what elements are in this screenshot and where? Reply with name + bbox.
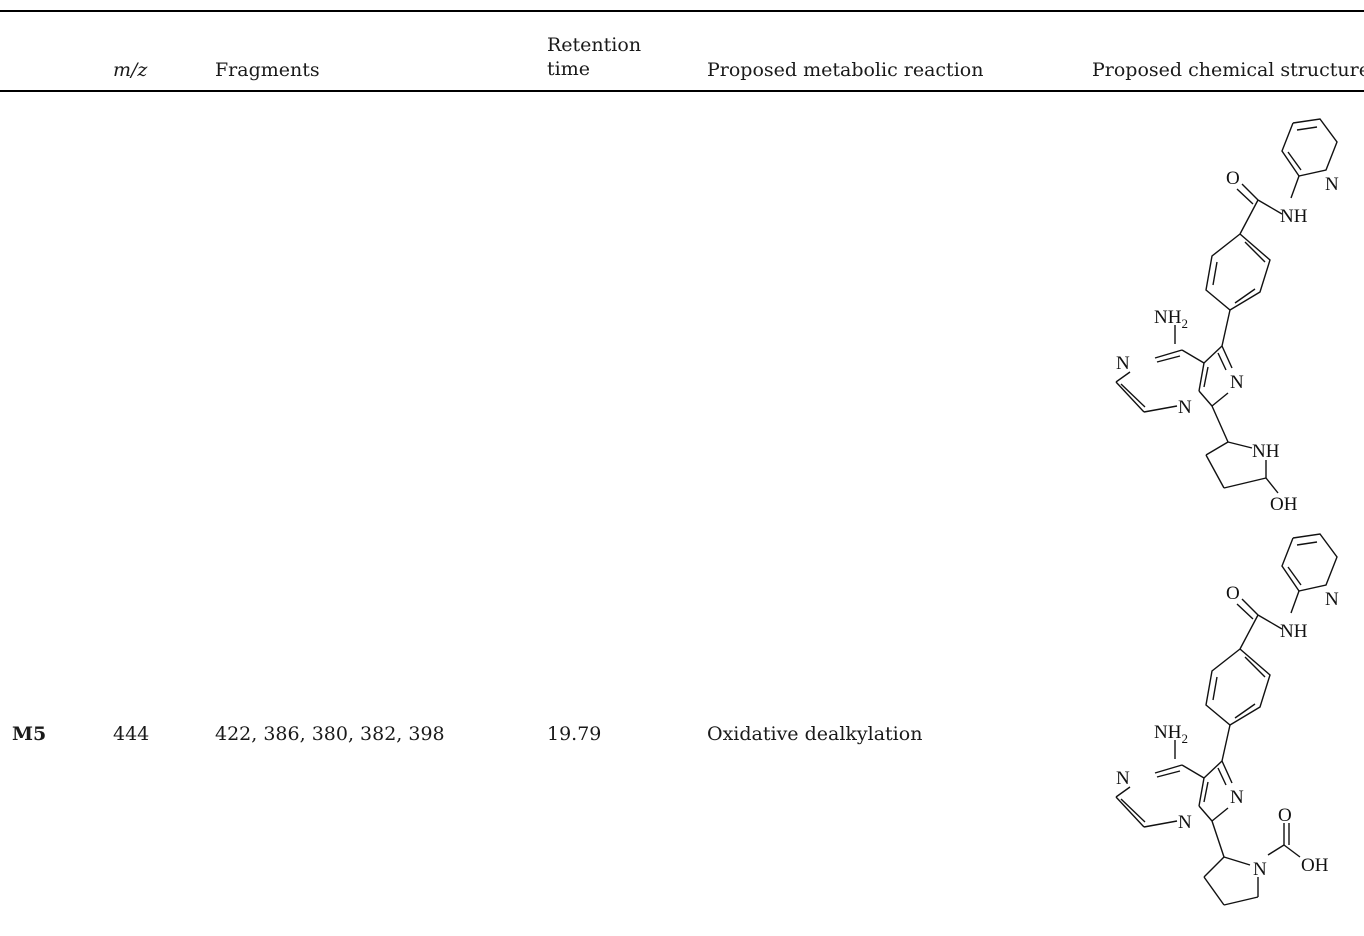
chemical-structure-1: N O NH NH2 N N N NH OH bbox=[1115, 118, 1339, 515]
atom-oh: OH bbox=[1270, 494, 1298, 515]
atom-oh: OH bbox=[1301, 855, 1329, 876]
atom-n-pyrazine: N bbox=[1116, 353, 1130, 374]
atom-n-fused: N bbox=[1178, 812, 1192, 833]
atom-o-carbonyl: O bbox=[1278, 805, 1292, 826]
row-m5-fragments: 422, 386, 380, 382, 398 bbox=[215, 723, 445, 745]
atom-n-pyrrolidine: N bbox=[1253, 859, 1267, 880]
header-reaction: Proposed metabolic reaction bbox=[707, 59, 984, 81]
atom-o-amide: O bbox=[1226, 583, 1240, 604]
table-top-rule bbox=[0, 10, 1364, 12]
header-mz: m/z bbox=[113, 59, 148, 81]
atom-nh-amide: NH bbox=[1280, 206, 1308, 227]
header-fragments: Fragments bbox=[215, 59, 320, 81]
atom-nh-pyrrolidine: NH bbox=[1252, 441, 1280, 462]
atom-nh2-subscript: 2 bbox=[1181, 731, 1188, 746]
atom-nh-amide: NH bbox=[1280, 621, 1308, 642]
row-m5-mz: 444 bbox=[113, 723, 150, 745]
chemical-structure-m5: N O NH NH2 N N N N O OH bbox=[1115, 533, 1339, 906]
row-m5-retention: 19.79 bbox=[547, 723, 602, 745]
atom-nh2-subscript: 2 bbox=[1181, 316, 1188, 331]
header-retention-line1: Retention bbox=[547, 34, 642, 56]
atom-n-pyrazine: N bbox=[1116, 768, 1130, 789]
atom-n-imidazole: N bbox=[1230, 787, 1244, 808]
atom-o-amide: O bbox=[1226, 168, 1240, 189]
row-m5-reaction: Oxidative dealkylation bbox=[707, 723, 923, 745]
atom-nh2-main: NH bbox=[1154, 307, 1182, 328]
atom-n-pyridine: N bbox=[1325, 174, 1339, 195]
atom-n-fused: N bbox=[1178, 397, 1192, 418]
table-header-rule bbox=[0, 90, 1364, 92]
atom-nh2: NH2 bbox=[1154, 722, 1188, 746]
atom-nh2: NH2 bbox=[1154, 307, 1188, 331]
atom-n-imidazole: N bbox=[1230, 372, 1244, 393]
header-retention-line2: time bbox=[547, 58, 590, 80]
atom-nh2-main: NH bbox=[1154, 722, 1182, 743]
header-structure: Proposed chemical structure bbox=[1092, 59, 1364, 81]
atom-n-pyridine: N bbox=[1325, 589, 1339, 610]
header-retention-time: Retention time bbox=[547, 33, 657, 81]
row-m5-label: M5 bbox=[12, 723, 47, 745]
